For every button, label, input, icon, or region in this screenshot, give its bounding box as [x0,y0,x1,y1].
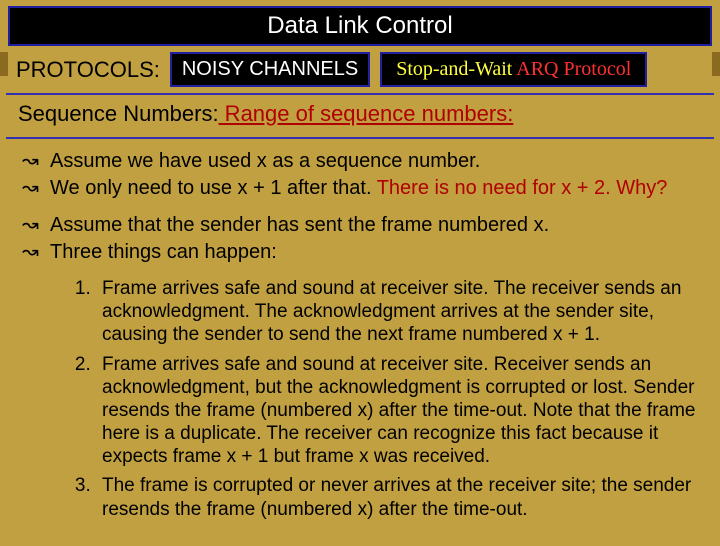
bullet-text: We only need to use x + 1 after that. Th… [50,176,698,201]
decor-stripe-right [712,52,720,76]
bullet-arrow-icon: ↝ [22,240,50,265]
bullet-arrow-icon: ↝ [22,149,50,174]
bullet-line: ↝ Assume that the sender has sent the fr… [22,213,698,238]
subheader-part2: Range of sequence numbers: [219,101,514,126]
bullet-arrow-icon: ↝ [22,213,50,238]
bullet-line: ↝ Three things can happen: [22,240,698,265]
content-area: ↝ Assume we have used x as a sequence nu… [0,139,720,521]
bullet-line: ↝ Assume we have used x as a sequence nu… [22,149,698,174]
subheader-part1: Sequence Numbers: [18,101,219,126]
list-item: The frame is corrupted or never arrives … [96,474,698,520]
chip-stop-and-wait-arq: Stop-and-Wait ARQ Protocol [380,52,647,87]
chip2-part2: ARQ Protocol [516,58,631,80]
bullet-text-a: We only need to use x + 1 after that. [50,177,377,199]
bullet-block-1: ↝ Assume we have used x as a sequence nu… [22,149,698,201]
bullet-block-2: ↝ Assume that the sender has sent the fr… [22,213,698,265]
bullet-line: ↝ We only need to use x + 1 after that. … [22,176,698,201]
decor-stripe-left [0,52,8,76]
bullet-text-red: There is no need for x + 2. Why? [377,177,668,199]
page-title: Data Link Control [8,6,712,46]
numbered-list: Frame arrives safe and sound at receiver… [96,277,698,521]
bullet-text: Assume we have used x as a sequence numb… [50,149,698,174]
chip2-part1: Stop-and-Wait [396,58,516,80]
list-item: Frame arrives safe and sound at receiver… [96,353,698,469]
bullet-text: Assume that the sender has sent the fram… [50,213,698,238]
subheader: Sequence Numbers: Range of sequence numb… [6,93,714,139]
chip-noisy-channels: NOISY CHANNELS [170,52,370,87]
protocol-row: PROTOCOLS: NOISY CHANNELS Stop-and-Wait … [0,50,720,93]
protocols-label: PROTOCOLS: [16,57,160,83]
bullet-arrow-icon: ↝ [22,176,50,201]
list-item: Frame arrives safe and sound at receiver… [96,277,698,347]
bullet-text: Three things can happen: [50,240,698,265]
